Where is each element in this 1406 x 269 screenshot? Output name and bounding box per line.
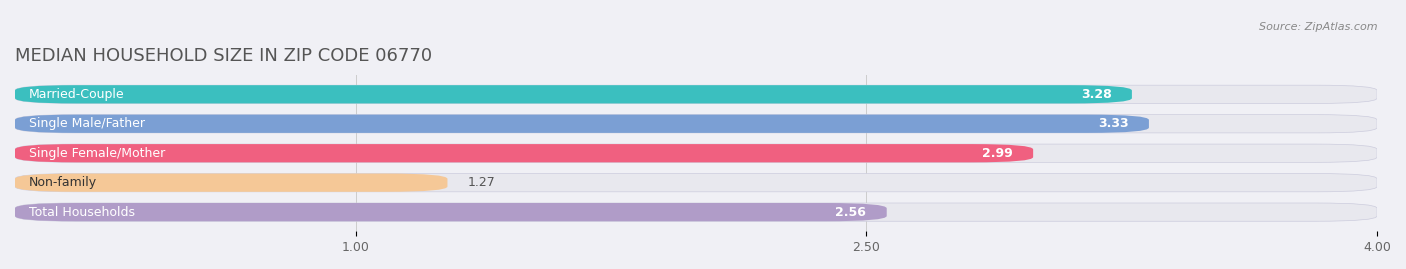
FancyBboxPatch shape <box>15 203 1376 221</box>
Text: Source: ZipAtlas.com: Source: ZipAtlas.com <box>1260 22 1378 31</box>
Text: 2.56: 2.56 <box>835 206 866 219</box>
FancyBboxPatch shape <box>15 174 1376 192</box>
Text: Total Households: Total Households <box>28 206 135 219</box>
Text: 1.27: 1.27 <box>468 176 496 189</box>
FancyBboxPatch shape <box>15 174 447 192</box>
Text: Single Female/Mother: Single Female/Mother <box>28 147 165 160</box>
Text: 3.33: 3.33 <box>1098 117 1129 130</box>
Text: Non-family: Non-family <box>28 176 97 189</box>
FancyBboxPatch shape <box>15 144 1033 162</box>
Text: 3.28: 3.28 <box>1081 88 1112 101</box>
FancyBboxPatch shape <box>15 115 1376 133</box>
Text: 2.99: 2.99 <box>981 147 1012 160</box>
FancyBboxPatch shape <box>15 144 1376 162</box>
Text: Married-Couple: Married-Couple <box>28 88 124 101</box>
Text: MEDIAN HOUSEHOLD SIZE IN ZIP CODE 06770: MEDIAN HOUSEHOLD SIZE IN ZIP CODE 06770 <box>15 47 432 65</box>
Text: Single Male/Father: Single Male/Father <box>28 117 145 130</box>
FancyBboxPatch shape <box>15 203 887 221</box>
FancyBboxPatch shape <box>15 85 1132 104</box>
FancyBboxPatch shape <box>15 115 1149 133</box>
FancyBboxPatch shape <box>15 85 1376 104</box>
